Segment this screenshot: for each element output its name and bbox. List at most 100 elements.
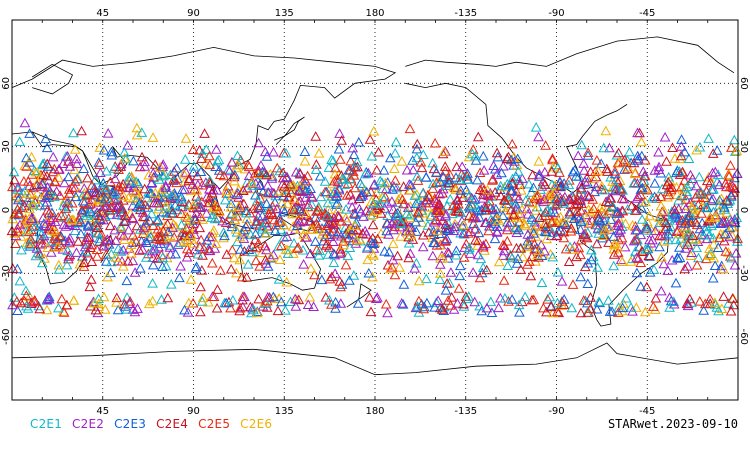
observation-marker <box>249 234 261 245</box>
observation-marker <box>90 187 102 198</box>
observation-marker <box>98 194 109 205</box>
observation-marker <box>431 166 442 177</box>
observation-marker <box>178 230 190 241</box>
observation-marker <box>300 175 311 186</box>
observation-marker <box>161 207 172 218</box>
observation-marker <box>165 278 177 289</box>
observation-marker <box>330 296 341 307</box>
observation-marker <box>674 166 685 176</box>
observation-marker <box>411 152 423 163</box>
observation-marker <box>579 176 591 186</box>
observation-marker <box>575 307 587 318</box>
observation-marker <box>55 231 67 242</box>
observation-marker <box>602 166 613 176</box>
observation-marker <box>481 302 493 313</box>
observation-marker <box>243 170 255 180</box>
observation-marker <box>601 163 613 174</box>
observation-marker <box>104 204 115 215</box>
observation-marker <box>497 160 509 171</box>
observation-marker <box>714 205 726 215</box>
observation-marker <box>104 195 116 206</box>
observation-marker <box>685 178 696 189</box>
observation-marker <box>191 208 202 218</box>
observation-marker <box>506 185 518 196</box>
observation-marker <box>258 167 270 177</box>
observation-marker <box>668 298 680 309</box>
observation-marker <box>336 135 348 145</box>
observation-marker <box>139 156 151 167</box>
observation-marker <box>501 153 513 164</box>
observation-marker <box>679 146 691 157</box>
observation-marker <box>467 212 479 223</box>
observation-marker <box>519 291 531 302</box>
observation-marker <box>707 193 719 204</box>
observation-marker <box>582 150 594 160</box>
observation-marker <box>387 184 398 194</box>
observation-marker <box>643 250 655 260</box>
observation-marker <box>81 189 93 200</box>
observation-marker <box>267 187 279 198</box>
observation-marker <box>46 207 58 217</box>
observation-marker <box>70 191 82 202</box>
observation-marker <box>648 264 660 274</box>
observation-marker <box>617 298 629 308</box>
observation-marker <box>253 293 264 304</box>
observation-marker <box>165 169 176 180</box>
observation-marker <box>583 191 595 202</box>
observation-marker <box>364 134 376 144</box>
observation-marker <box>603 237 614 247</box>
observation-marker <box>196 201 207 212</box>
observation-marker <box>502 216 513 227</box>
observation-marker <box>686 247 698 257</box>
observation-marker <box>388 224 400 235</box>
observation-marker <box>461 293 472 304</box>
observation-marker <box>636 214 648 224</box>
observation-marker <box>621 163 633 174</box>
observation-marker <box>575 224 586 234</box>
observation-marker <box>526 214 538 224</box>
observation-marker <box>558 198 570 208</box>
observation-marker <box>112 243 124 253</box>
observation-marker <box>373 146 384 157</box>
observation-marker <box>417 187 429 198</box>
observation-marker <box>349 209 361 219</box>
observation-marker <box>723 298 734 308</box>
observation-marker <box>511 258 523 268</box>
observation-marker <box>102 127 114 138</box>
observation-marker <box>183 247 195 257</box>
observation-marker <box>385 263 396 274</box>
observation-marker <box>294 204 305 215</box>
observation-marker <box>515 184 527 195</box>
observation-marker <box>380 183 392 194</box>
observation-marker <box>720 177 731 188</box>
observation-marker <box>725 305 737 316</box>
observation-marker <box>320 291 332 302</box>
observation-marker <box>616 232 628 243</box>
observation-marker <box>14 136 26 146</box>
observation-marker <box>122 139 134 150</box>
observation-marker <box>460 184 472 195</box>
observation-marker <box>454 270 466 281</box>
observation-marker <box>113 164 124 174</box>
observation-marker <box>694 295 706 306</box>
observation-marker <box>731 236 743 246</box>
observation-marker <box>448 181 460 192</box>
observation-marker <box>61 299 73 310</box>
observation-marker <box>56 293 68 304</box>
observation-marker <box>139 161 151 171</box>
observation-marker <box>261 169 272 180</box>
observation-marker <box>546 189 558 200</box>
observation-marker <box>234 302 246 313</box>
observation-marker <box>128 155 139 166</box>
observation-marker <box>279 180 290 191</box>
observation-marker <box>355 191 367 202</box>
observation-marker <box>52 241 64 252</box>
observation-marker <box>237 301 249 312</box>
observation-marker <box>145 231 157 242</box>
observation-marker <box>187 166 199 177</box>
observation-marker <box>683 210 695 220</box>
observation-marker <box>618 156 629 167</box>
observation-marker <box>248 304 259 315</box>
observation-marker <box>28 296 40 306</box>
observation-marker <box>567 244 578 254</box>
